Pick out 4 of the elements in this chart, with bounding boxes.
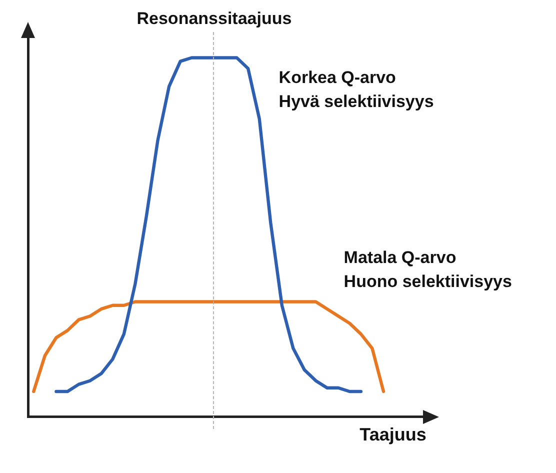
series-label: Matala Q-arvo Huono selektiivisyys (344, 248, 512, 291)
x-axis-title: Taajuus (360, 424, 426, 445)
series-label: Korkea Q-arvo Hyvä selektiivisyys (278, 68, 434, 111)
text: Resonanssitaajuus (136, 9, 292, 28)
